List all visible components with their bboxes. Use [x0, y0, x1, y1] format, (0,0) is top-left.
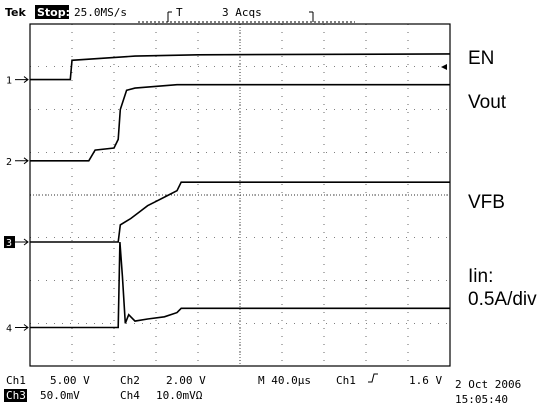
- trace-ch4: [30, 241, 450, 329]
- ground-marker-arrow: [15, 324, 29, 331]
- ch1-label: Ch1: [6, 374, 26, 387]
- trace-labels: EN Vout VFB Iin: 0.5A/div: [468, 48, 537, 310]
- header: Tek Stop: 25.0MS/s T 3 Acqs: [5, 5, 355, 23]
- ground-markers: 1 2 3 4: [4, 76, 29, 335]
- trigger-marker: T: [176, 6, 183, 19]
- ch2-label: Ch2: [120, 374, 140, 387]
- ground-marker-ch1: 1: [6, 76, 12, 87]
- footer: Ch1 5.00 V Ch2 2.00 V M 40.0µs Ch1 1.6 V…: [4, 373, 521, 406]
- acquisition-count: 3 Acqs: [222, 6, 262, 19]
- ground-marker-arrow: [15, 238, 29, 246]
- ground-marker-bg: [4, 236, 15, 249]
- trace-label-iin: Iin:: [468, 266, 493, 287]
- timebase: M 40.0µs: [258, 374, 311, 387]
- ground-marker-ch4: 4: [6, 324, 12, 335]
- trace-ch1: [30, 53, 451, 81]
- ground-marker-arrow: [15, 76, 29, 83]
- sample-rate: 25.0MS/s: [74, 6, 127, 19]
- status-label: Stop:: [37, 6, 70, 19]
- trigger-level: 1.6 V: [409, 374, 442, 387]
- traces: [30, 53, 451, 329]
- ground-marker-ch3: 3: [6, 238, 12, 249]
- trigger-level-arrow: [441, 64, 447, 70]
- ground-marker-arrow: [15, 157, 29, 165]
- ch1-scale: 5.00 V: [50, 374, 90, 387]
- trace-label-vfb: VFB: [468, 192, 505, 213]
- brand-label: Tek: [5, 6, 27, 19]
- rising-edge-icon: [368, 373, 378, 383]
- ch4-scale: 10.0mVΩ: [156, 389, 203, 402]
- ch2-scale: 2.00 V: [166, 374, 206, 387]
- trace-label-en: EN: [468, 48, 494, 69]
- capture-time: 15:05:40: [455, 393, 508, 406]
- ch3-scale: 50.0mV: [40, 389, 80, 402]
- ch3-label: Ch3: [6, 389, 26, 402]
- trace-label-iin-scale: 0.5A/div: [468, 289, 537, 310]
- ground-marker-ch2: 2: [6, 157, 12, 168]
- graticule: [29, 23, 451, 367]
- trace-ch3: [30, 181, 450, 243]
- ch3-badge: [4, 389, 27, 402]
- trigger-source: Ch1: [336, 374, 356, 387]
- trace-label-vout: Vout: [468, 92, 507, 113]
- capture-date: 2 Oct 2006: [455, 378, 521, 391]
- ch4-label: Ch4: [120, 389, 140, 402]
- status-badge: [35, 5, 69, 19]
- record-bracket-left: [167, 11, 172, 22]
- record-bracket-right: [309, 11, 314, 22]
- trace-ch2: [30, 83, 450, 162]
